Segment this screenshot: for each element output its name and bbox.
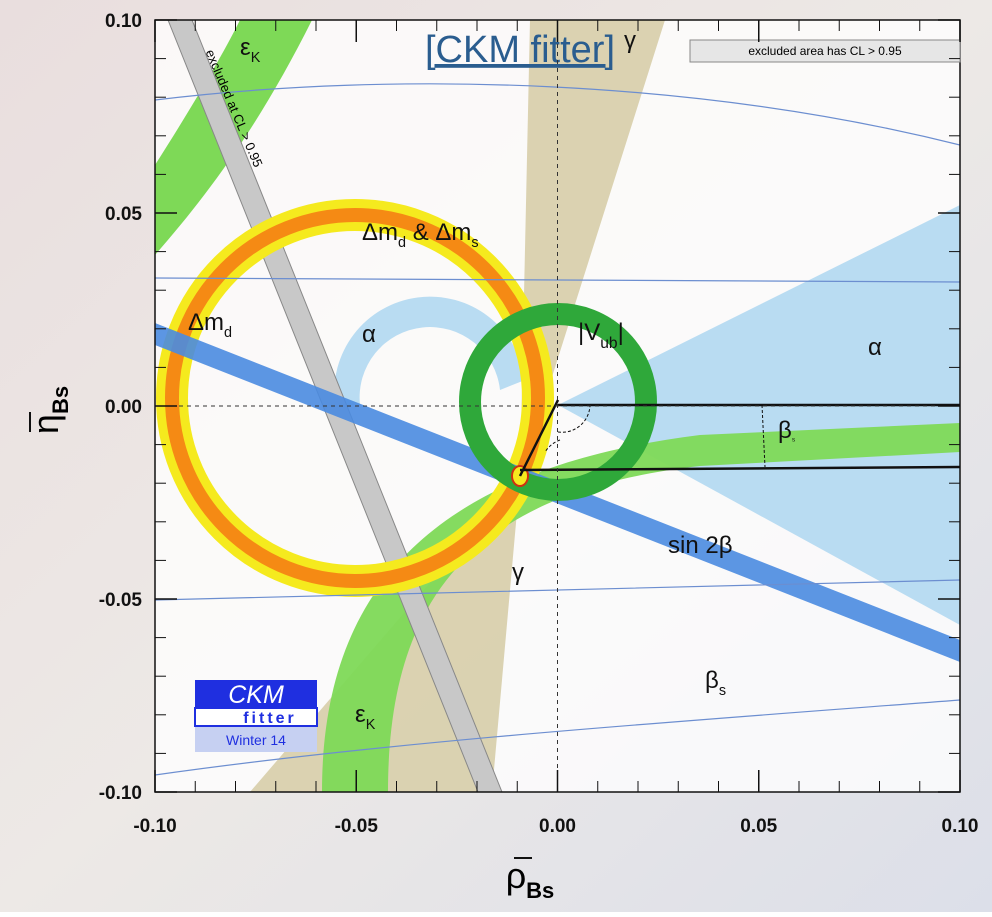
y-tick-label: 0.10 bbox=[105, 11, 142, 32]
annotation-sub: s bbox=[719, 683, 726, 699]
annotation-text: Δm bbox=[362, 219, 398, 246]
annotation-sub: K bbox=[366, 717, 376, 733]
annotation-text: | bbox=[618, 319, 624, 346]
x-label-sub: Bs bbox=[526, 878, 554, 903]
annotation-text: & Δm bbox=[406, 219, 471, 246]
logo-name: CKM bbox=[228, 681, 284, 709]
annotation-text: γ bbox=[512, 559, 524, 586]
logo-sub: fitter bbox=[243, 710, 297, 727]
annotation-sub: d bbox=[398, 235, 406, 251]
annotation-text: Δm bbox=[188, 309, 224, 336]
annotation: α bbox=[362, 321, 376, 348]
y-tick-label: -0.10 bbox=[99, 783, 142, 804]
annotation-text: |V bbox=[578, 319, 600, 346]
logo-edition: Winter 14 bbox=[226, 732, 286, 748]
annotation: sin 2β bbox=[668, 532, 733, 559]
y-tick-label: -0.05 bbox=[99, 590, 143, 611]
logo: CKM fitter Winter 14 bbox=[195, 680, 317, 752]
annotation-sub: s bbox=[471, 235, 478, 251]
annotation-text: sin 2β bbox=[668, 532, 733, 559]
x-label-symbol: ρ bbox=[506, 855, 526, 896]
y-tick-label: 0.05 bbox=[105, 204, 142, 225]
chart: excluded area has CL > 0.95 [CKM fitter]… bbox=[0, 0, 992, 912]
annotation-text: β bbox=[778, 417, 792, 444]
x-tick-label: -0.05 bbox=[335, 816, 379, 837]
annotation-text: ε bbox=[355, 701, 366, 728]
note: excluded area has CL > 0.95 bbox=[748, 44, 902, 58]
x-tick-label: -0.10 bbox=[133, 816, 176, 837]
annotation: γ bbox=[624, 27, 636, 54]
y-tick-label: 0.00 bbox=[105, 397, 142, 418]
annotation-text: α bbox=[868, 334, 882, 361]
annotation-text: ε bbox=[240, 34, 251, 61]
title-link[interactable]: [CKM fitter] bbox=[425, 29, 615, 71]
annotation-sub: ub bbox=[600, 335, 618, 352]
y-label-sub: Bs bbox=[48, 386, 73, 414]
annotation-sub: d bbox=[224, 325, 232, 341]
x-tick-label: 0.05 bbox=[740, 816, 777, 837]
annotation-text: α bbox=[362, 321, 376, 348]
x-tick-label: 0.00 bbox=[539, 816, 576, 837]
annotation-text: γ bbox=[624, 27, 636, 54]
y-label-symbol: η bbox=[25, 414, 66, 434]
annotation: α bbox=[868, 334, 882, 361]
annotation: γ bbox=[512, 559, 524, 586]
annotation-text: β bbox=[705, 667, 719, 694]
annotation-sub: K bbox=[251, 50, 261, 66]
x-tick-label: 0.10 bbox=[942, 816, 979, 837]
